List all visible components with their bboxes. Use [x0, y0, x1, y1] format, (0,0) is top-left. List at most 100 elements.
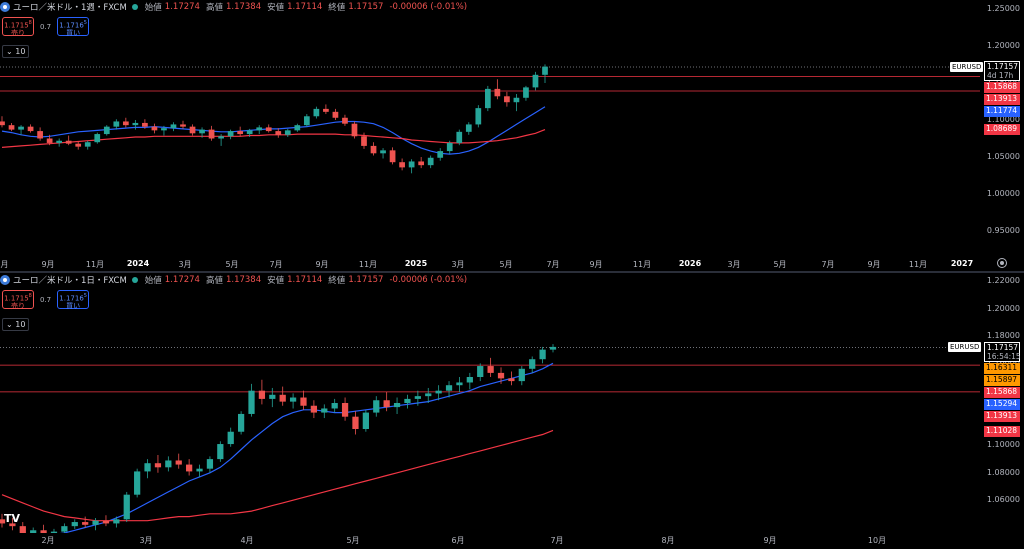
- price-level-label: 1.13913: [984, 410, 1020, 422]
- current-price-label: 1.17157 4d 17h: [984, 61, 1020, 82]
- candle: [275, 128, 282, 138]
- candle: [370, 142, 377, 156]
- buy-label: 買い: [66, 302, 81, 311]
- buy-button[interactable]: 1.17165 買い: [57, 290, 90, 311]
- time-tick-label: 7月: [821, 260, 835, 269]
- candle: [189, 124, 196, 136]
- candle: [341, 397, 349, 421]
- time-tick-label: 11月: [632, 260, 652, 269]
- candle: [477, 363, 484, 382]
- candle: [30, 527, 37, 533]
- sell-label: 売り: [11, 302, 25, 311]
- candle: [539, 346, 546, 364]
- chart-pane-daily[interactable]: 1.220001.200001.180001.160001.140001.120…: [0, 273, 1024, 549]
- candle: [408, 159, 415, 174]
- market-open-icon: [131, 277, 138, 283]
- indicators-toggle[interactable]: ⌄ 10: [2, 45, 30, 58]
- time-tick-label: 7月: [550, 536, 564, 545]
- tradingview-logo[interactable]: TV: [4, 512, 20, 525]
- price-axis-weekly[interactable]: 1.25000 1.20000 1.15000 1.10000 1.05000 1.000…: [980, 0, 1024, 257]
- candle: [494, 79, 501, 100]
- candle: [532, 71, 539, 91]
- candle: [332, 108, 339, 120]
- price-tick-label: 0.95000: [986, 226, 1020, 236]
- time-axis-daily[interactable]: 2月 3月 4月 5月 6月 7月 8月 9月 10月: [0, 533, 980, 549]
- time-axis-weekly[interactable]: 7月 9月 11月 2024 3月 5月 7月 9月 11月 2025 3月 5月 7月 9月 11月 202…: [0, 257, 980, 271]
- candle: [508, 371, 515, 386]
- change-value: -0.00006 (-0.01%): [389, 275, 468, 285]
- candle: [513, 94, 520, 112]
- chevron-down-icon: ⌄: [6, 47, 16, 56]
- price-label-value: 1.11028: [986, 425, 1018, 435]
- time-tick-label: 4月: [240, 536, 254, 545]
- logo-text: TV: [4, 512, 21, 525]
- candle: [256, 125, 263, 135]
- time-tick-label: 11月: [85, 260, 105, 269]
- candle: [380, 148, 386, 159]
- candle: [208, 125, 215, 141]
- pane-divider[interactable]: [0, 271, 1024, 273]
- candle: [404, 394, 411, 409]
- time-tick-label: 7月: [546, 260, 560, 269]
- price-tick-label: 1.08000: [986, 467, 1020, 477]
- candle: [393, 397, 401, 414]
- close-value: 1.17157: [348, 2, 384, 12]
- symbol-title[interactable]: ユーロ／米ドル・1日・FXCM: [13, 276, 127, 286]
- price-label-value: 1.17157: [987, 342, 1019, 352]
- buy-button[interactable]: 1.17165 買い: [57, 17, 90, 37]
- time-tick-label: 3月: [727, 260, 741, 269]
- time-tick-label: 3月: [178, 260, 192, 269]
- candle: [196, 464, 203, 477]
- symbol-flag-icon: [0, 275, 10, 285]
- candle: [484, 85, 491, 112]
- candle: [456, 129, 463, 146]
- candle: [161, 125, 167, 136]
- candle: [19, 522, 26, 533]
- candle: [0, 116, 5, 128]
- time-tick-label: 2026: [678, 259, 702, 268]
- candle: [92, 517, 99, 531]
- time-tick-label: 5月: [225, 260, 239, 269]
- price-label-value: 1.13913: [986, 410, 1018, 420]
- symbol-flag-icon: [0, 2, 10, 12]
- open-value: 1.17274: [164, 2, 200, 12]
- price-label-value: 1.11774: [986, 106, 1018, 116]
- weekly-chart-plot[interactable]: [0, 0, 980, 257]
- indicators-toggle[interactable]: ⌄ 10: [2, 318, 30, 331]
- price-label-value: 1.15868: [986, 82, 1018, 92]
- candle: [279, 386, 286, 406]
- daily-chart-plot[interactable]: [0, 273, 980, 533]
- chart-pane-weekly[interactable]: 1.25000 1.20000 1.15000 1.10000 1.05000 1.000…: [0, 0, 1024, 271]
- time-tick-label: 9月: [867, 260, 881, 269]
- price-level-label: 1.11774: [984, 106, 1020, 118]
- sell-button[interactable]: 1.17158 売り: [2, 290, 34, 311]
- candle: [102, 515, 110, 527]
- settings-gear-icon[interactable]: [997, 258, 1007, 268]
- candle: [361, 132, 367, 149]
- candle: [303, 114, 310, 127]
- sell-label: 売り: [11, 29, 25, 38]
- candle: [475, 105, 482, 128]
- candle: [435, 385, 442, 401]
- candle: [61, 523, 68, 533]
- close-label: 終値: [328, 3, 346, 13]
- candle: [323, 104, 329, 115]
- symbol-title[interactable]: ユーロ／米ドル・1週・FXCM: [13, 3, 127, 13]
- price-level-label: 1.15897: [984, 374, 1020, 386]
- time-tick-label: 2027: [950, 259, 974, 268]
- low-label: 安値: [267, 3, 285, 13]
- blue-ma-line: [59, 362, 554, 533]
- legend-header-weekly: ユーロ／米ドル・1週・FXCM 始値 1.17274 高値 1.17384 安値 1.…: [0, 1, 470, 13]
- candle: [445, 381, 453, 398]
- time-tick-label: 3月: [451, 260, 465, 269]
- candle: [294, 123, 301, 132]
- red-ma-line: [1, 429, 554, 522]
- candle: [248, 383, 255, 417]
- price-level-label: 1.15294: [984, 398, 1020, 410]
- indicator-count: 10: [15, 320, 26, 329]
- sell-button[interactable]: 1.17158 売り: [2, 17, 34, 38]
- candle: [8, 122, 15, 132]
- candle: [265, 124, 272, 133]
- candle: [487, 357, 494, 377]
- candle: [227, 129, 234, 140]
